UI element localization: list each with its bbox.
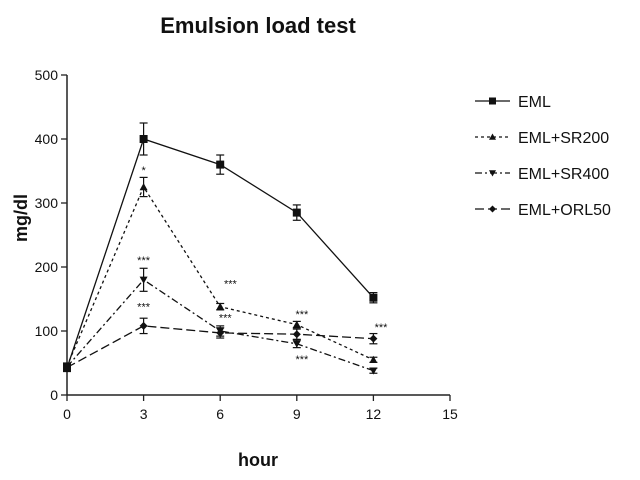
legend-marker	[489, 170, 496, 177]
x-axis-label: hour	[238, 450, 278, 470]
data-point	[292, 330, 301, 339]
legend-item: EML+ORL50	[475, 202, 611, 219]
data-point	[369, 334, 378, 343]
y-tick-label: 300	[35, 195, 59, 211]
legend-marker	[489, 97, 496, 105]
data-point	[292, 208, 301, 217]
series-line	[66, 278, 374, 372]
x-tick-label: 15	[442, 406, 458, 422]
data-point	[139, 183, 148, 191]
data-point	[216, 160, 225, 169]
legend-marker	[489, 205, 496, 213]
annotations: ************* *********	[137, 165, 388, 366]
data-point	[139, 276, 148, 284]
x-tick-label: 3	[140, 406, 148, 422]
y-tick-label: 100	[35, 323, 59, 339]
legend-label: EML+SR400	[518, 166, 609, 183]
significance-annotation: ***	[295, 354, 309, 366]
y-tick-label: 0	[50, 387, 58, 403]
series-eml-orl50	[63, 317, 378, 372]
data-point	[216, 328, 225, 337]
x-tick-label: 12	[366, 406, 382, 422]
data-point	[139, 135, 148, 143]
legend-label: EML+ORL50	[518, 202, 611, 219]
plot-area	[63, 122, 378, 375]
data-point	[63, 363, 71, 372]
legend-marker	[489, 133, 496, 140]
data-point	[369, 293, 378, 302]
data-point	[292, 340, 301, 348]
series-eml-sr400	[63, 267, 378, 375]
legend-item: EML	[475, 94, 551, 111]
legend: EML EML+SR200 EML+SR400 EML+ORL50	[475, 94, 611, 219]
significance-annotation: ***	[224, 278, 238, 290]
legend-label: EML+SR200	[518, 130, 609, 147]
significance-annotation: *	[141, 165, 146, 177]
y-tick-label: 500	[35, 67, 59, 83]
data-point	[292, 320, 301, 328]
y-tick-label: 400	[35, 131, 59, 147]
data-point	[139, 321, 148, 330]
x-tick-label: 0	[63, 406, 71, 422]
data-point	[369, 367, 378, 375]
legend-item: EML+SR200	[475, 130, 609, 147]
significance-annotation: ***	[295, 309, 309, 321]
chart-title: Emulsion load test	[160, 13, 356, 38]
significance-annotation: ***	[137, 255, 151, 267]
series-eml-sr200	[63, 176, 378, 370]
legend-label: EML	[518, 94, 551, 111]
significance-annotation: ***	[137, 302, 151, 314]
y-tick-label: 200	[35, 259, 59, 275]
significance-annotation: ***	[219, 312, 233, 324]
axes: 0 3 6 9 12 15 0 100 200 300 400 500	[35, 67, 458, 422]
significance-annotation: ***	[375, 322, 389, 334]
legend-item: EML+SR400	[475, 166, 609, 183]
series-line	[66, 185, 374, 367]
x-tick-label: 9	[293, 406, 301, 422]
data-point	[216, 302, 225, 310]
y-axis-label: mg/dl	[11, 194, 31, 242]
data-point	[369, 355, 378, 363]
x-tick-label: 6	[216, 406, 224, 422]
